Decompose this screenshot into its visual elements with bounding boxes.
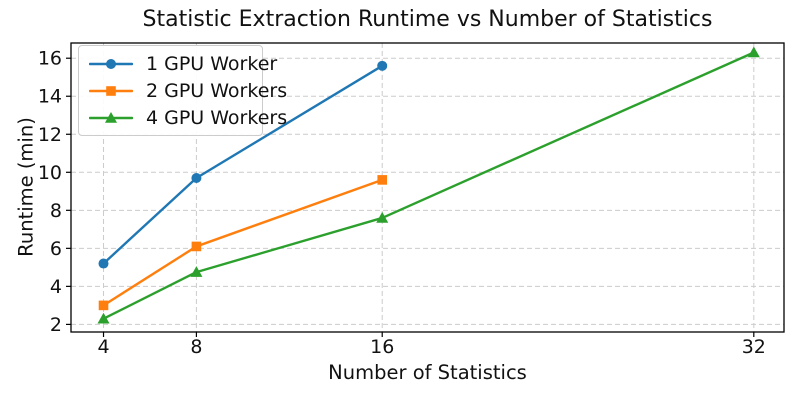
legend-label: 2 GPU Workers xyxy=(146,79,288,102)
data-point-4-gpu-workers xyxy=(97,312,110,324)
legend-item-1-gpu-worker: 1 GPU Worker xyxy=(88,50,277,77)
legend-line-circle-icon xyxy=(88,56,134,72)
y-tick-label: 2 xyxy=(50,314,62,336)
legend-swatch-svg xyxy=(88,85,134,96)
legend-label: 4 GPU Workers xyxy=(146,106,288,129)
data-point-4-gpu-workers xyxy=(747,46,760,58)
plot-frame xyxy=(70,42,785,333)
data-point-1-gpu-worker xyxy=(98,258,109,269)
x-tick-label: 8 xyxy=(190,336,202,358)
data-point-2-gpu-workers xyxy=(98,300,109,311)
legend-swatch-marker xyxy=(105,111,117,123)
legend-line-square-icon xyxy=(88,83,134,99)
data-point-1-gpu-worker xyxy=(191,172,202,183)
legend-swatch-marker xyxy=(106,58,116,69)
y-tick-label: 14 xyxy=(38,86,62,108)
legend: 1 GPU Worker 2 GPU Workers 4 GPU Workers xyxy=(78,45,287,136)
chart-title: Statistic Extraction Runtime vs Number o… xyxy=(142,7,713,32)
y-tick-label: 6 xyxy=(50,238,62,260)
x-tick-label: 16 xyxy=(370,336,394,358)
legend-swatch-svg xyxy=(88,111,134,123)
legend-line-triangle-icon xyxy=(88,110,134,126)
legend-swatch-svg xyxy=(88,58,134,69)
x-tick-label: 32 xyxy=(742,336,766,358)
y-axis-label: Runtime (min) xyxy=(14,117,38,257)
legend-swatch-marker xyxy=(106,85,116,96)
data-point-2-gpu-workers xyxy=(191,241,202,252)
data-point-1-gpu-worker xyxy=(377,60,388,71)
legend-item-4-gpu-workers: 4 GPU Workers xyxy=(88,104,287,131)
legend-item-2-gpu-workers: 2 GPU Workers xyxy=(88,77,287,104)
data-point-2-gpu-workers xyxy=(377,175,388,185)
y-tick-label: 4 xyxy=(50,276,62,298)
x-tick-label: 4 xyxy=(97,336,109,358)
y-tick-label: 8 xyxy=(50,200,62,222)
data-point-4-gpu-workers xyxy=(190,266,203,277)
legend-label: 1 GPU Worker xyxy=(146,52,278,75)
y-tick-label: 10 xyxy=(38,162,62,184)
data-point-4-gpu-workers xyxy=(376,211,389,223)
y-tick-label: 12 xyxy=(38,124,62,146)
y-tick-label: 16 xyxy=(38,48,62,70)
x-axis-label: Number of Statistics xyxy=(328,361,527,384)
series-line-4-gpu-workers xyxy=(102,51,756,320)
